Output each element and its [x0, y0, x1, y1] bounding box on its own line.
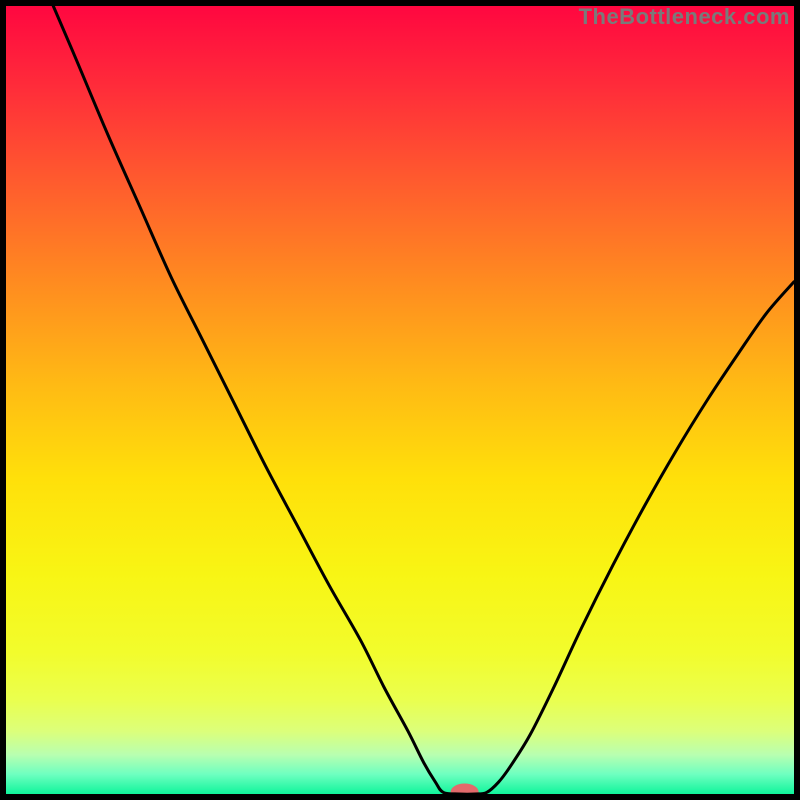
bottleneck-chart: TheBottleneck.com [0, 0, 800, 800]
watermark-text: TheBottleneck.com [579, 4, 790, 30]
chart-svg [0, 0, 800, 800]
chart-background [6, 6, 794, 794]
